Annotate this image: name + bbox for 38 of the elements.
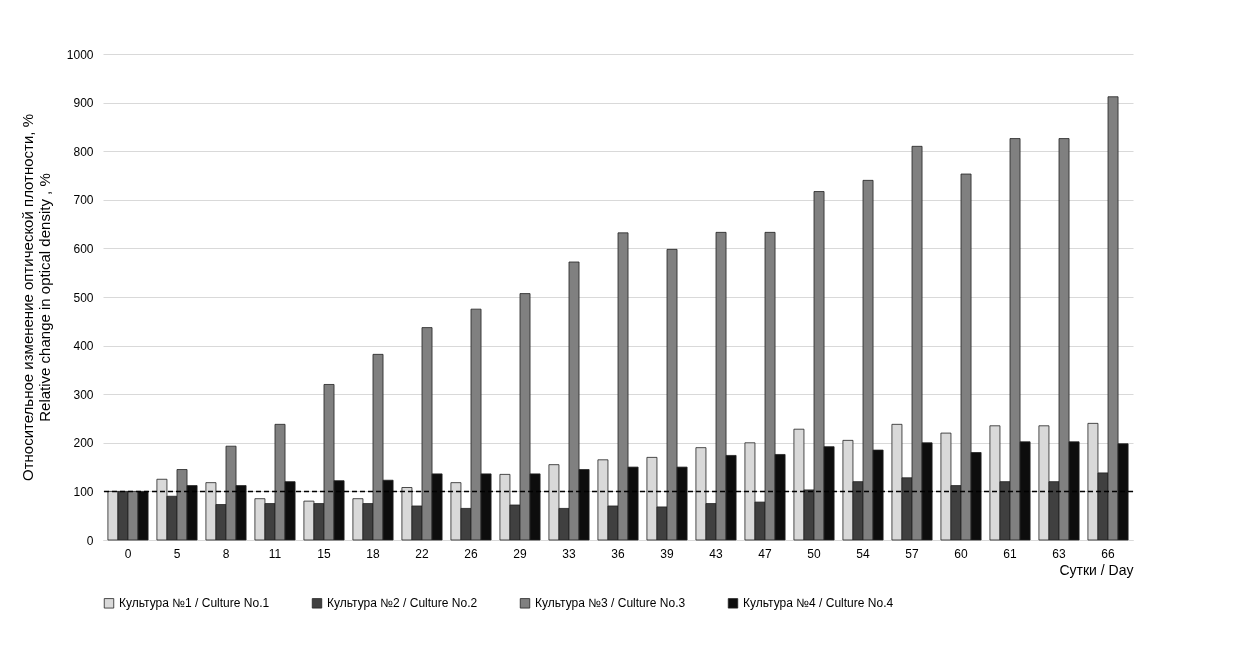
x-tick-label: 22 (415, 546, 429, 561)
y-tick-label: 300 (73, 387, 94, 402)
y-tick-label: 0 (86, 533, 94, 548)
x-tick-label: 26 (464, 546, 478, 561)
y-tick-label: 1000 (66, 47, 94, 62)
legend-label: Культура №4 / Culture No.4 (743, 596, 894, 611)
x-tick-label: 50 (807, 546, 821, 561)
legend-label: Культура №1 / Culture No.1 (119, 596, 270, 611)
x-tick-label: 33 (562, 546, 576, 561)
x-tick-label: 47 (758, 546, 772, 561)
y-tick-label: 600 (73, 241, 94, 256)
x-tick-label: 61 (1003, 546, 1017, 561)
x-axis-title: Сутки / Day (1059, 561, 1134, 578)
legend-label: Культура №2 / Culture No.2 (327, 596, 478, 611)
x-tick-label: 60 (954, 546, 968, 561)
x-tick-label: 15 (317, 546, 331, 561)
legend-label: Культура №3 / Culture No.3 (535, 596, 686, 611)
y-tick-label: 100 (73, 484, 94, 499)
x-tick-label: 66 (1101, 546, 1115, 561)
x-tick-label: 39 (660, 546, 674, 561)
y-axis-title: Относительное изменение оптической плотности, % Relative change in optical density , % (18, 114, 53, 481)
x-tick-label: 0 (124, 546, 132, 561)
x-tick-label: 43 (709, 546, 723, 561)
x-tick-label: 54 (856, 546, 870, 561)
x-tick-label: 11 (268, 546, 282, 561)
x-tick-label: 63 (1052, 546, 1066, 561)
y-tick-label: 800 (73, 144, 94, 159)
y-tick-label: 400 (73, 339, 94, 354)
x-tick-label: 18 (366, 546, 380, 561)
x-tick-label: 57 (905, 546, 919, 561)
y-tick-label: 700 (73, 193, 94, 208)
y-tick-label: 500 (73, 290, 94, 305)
x-tick-label: 5 (173, 546, 181, 561)
y-tick-label: 900 (73, 96, 94, 111)
x-tick-label: 8 (222, 546, 230, 561)
y-tick-label: 200 (73, 436, 94, 451)
x-tick-label: 36 (611, 546, 625, 561)
x-tick-label: 29 (513, 546, 527, 561)
